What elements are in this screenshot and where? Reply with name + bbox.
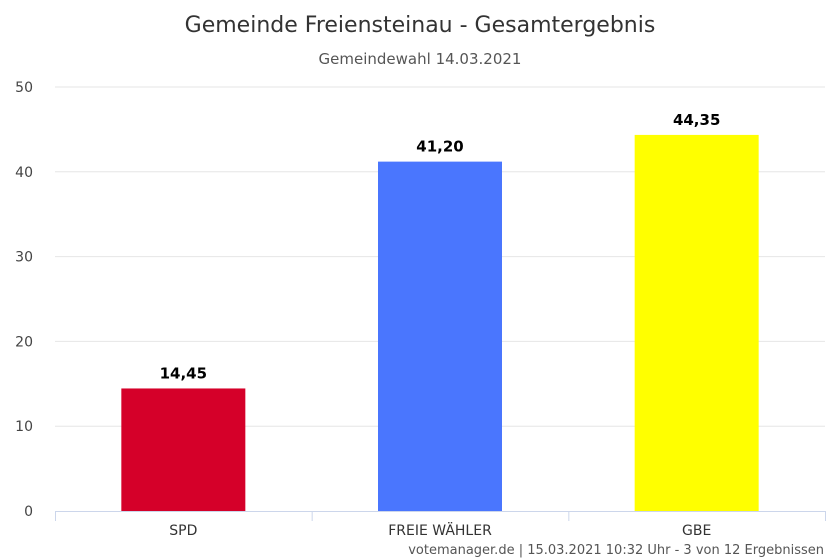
data-labels: 14,45 41,20 44,35 xyxy=(160,111,721,383)
x-category-label: SPD xyxy=(169,523,197,539)
x-axis: SPD FREIE WÄHLER GBE xyxy=(55,511,826,539)
x-category-label: FREIE WÄHLER xyxy=(388,521,492,539)
y-tick-label: 0 xyxy=(24,504,33,520)
y-tick-label: 30 xyxy=(15,250,33,266)
y-tick-label: 20 xyxy=(15,334,33,350)
chart-subtitle: Gemeindewahl 14.03.2021 xyxy=(319,50,522,68)
y-tick-label: 50 xyxy=(15,80,33,96)
bar[interactable] xyxy=(634,134,759,512)
y-axis-ticks: 0 10 20 30 40 50 xyxy=(15,80,33,520)
y-tick-label: 10 xyxy=(15,419,33,435)
x-category-label: GBE xyxy=(682,523,711,539)
data-label: 44,35 xyxy=(673,111,720,129)
y-tick-label: 40 xyxy=(15,165,33,181)
bars xyxy=(121,134,759,512)
data-label: 41,20 xyxy=(416,138,463,156)
bar[interactable] xyxy=(378,161,502,511)
credits-text[interactable]: votemanager.de | 15.03.2021 10:32 Uhr - … xyxy=(408,543,824,558)
bar[interactable] xyxy=(121,388,246,511)
data-label: 14,45 xyxy=(160,364,207,382)
chart-title: Gemeinde Freiensteinau - Gesamtergebnis xyxy=(185,13,656,38)
